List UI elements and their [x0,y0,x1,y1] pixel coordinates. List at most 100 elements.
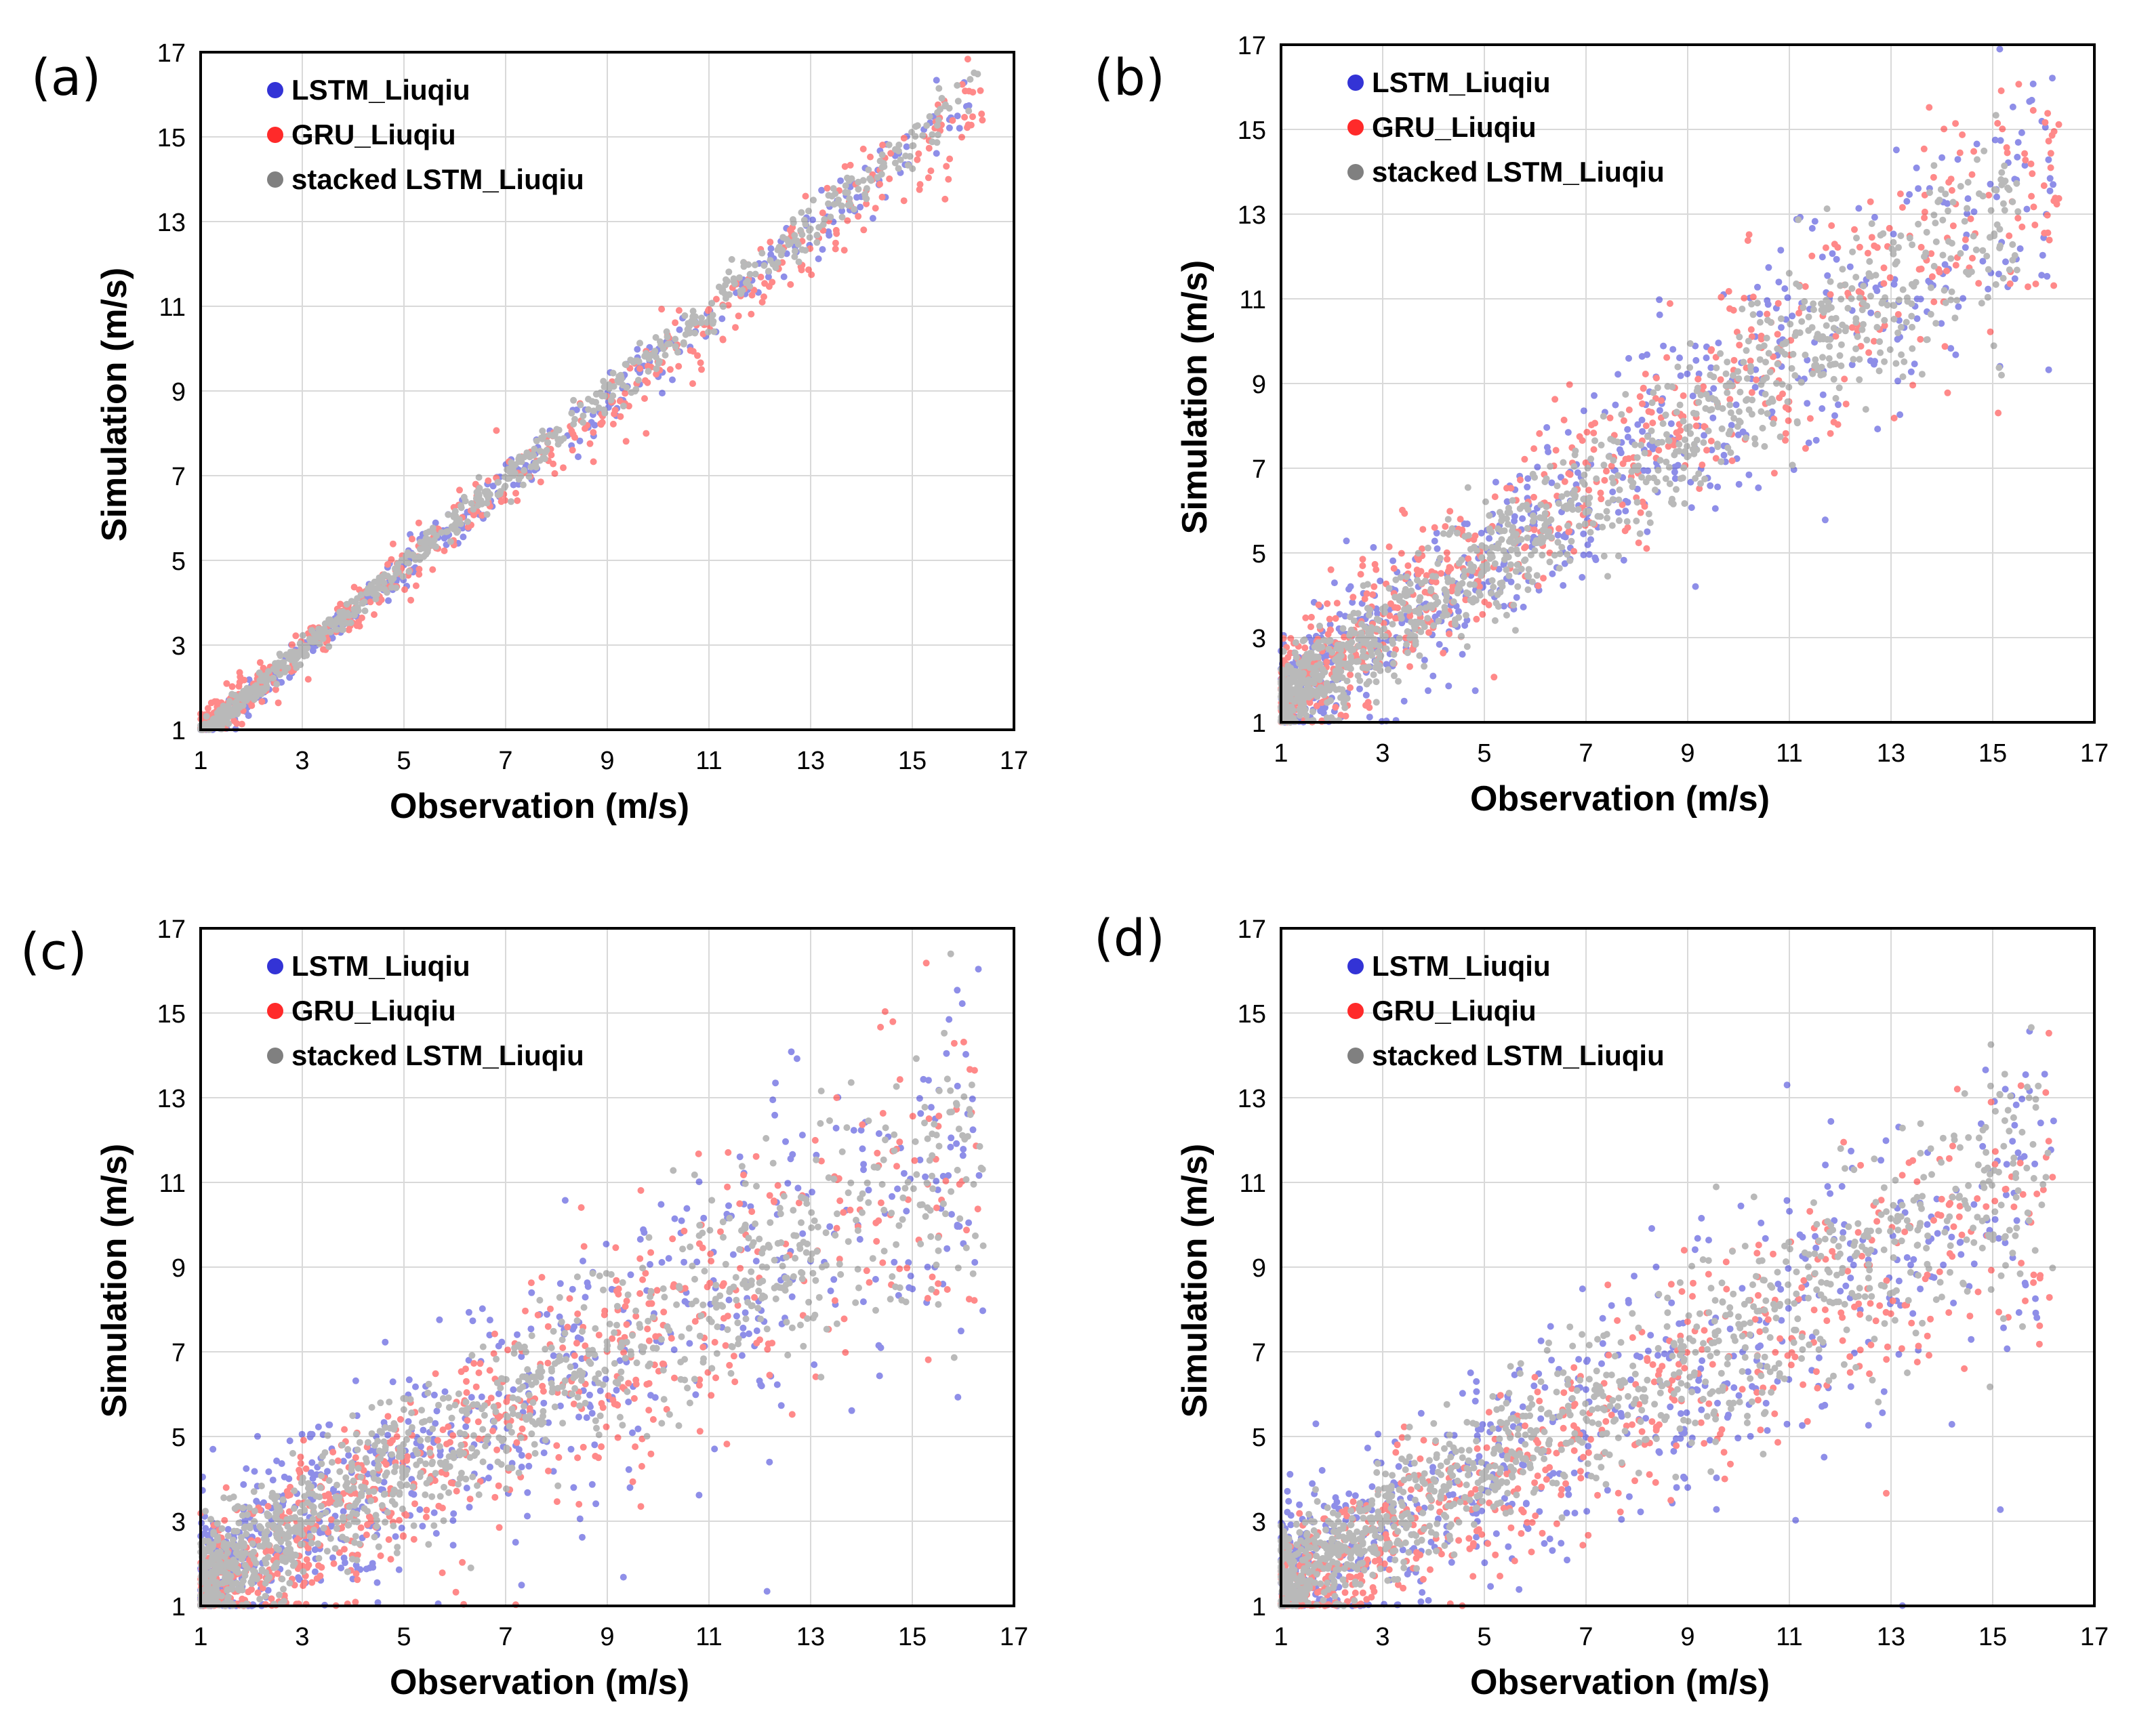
data-point [1657,457,1664,464]
data-point [619,1573,627,1581]
data-point [1564,429,1572,436]
data-point [1347,626,1355,634]
data-point [369,1560,376,1567]
data-point [1364,581,1371,588]
data-point [1785,384,1793,391]
data-point [1842,281,1849,289]
data-point [1781,285,1789,292]
data-point [1886,224,1893,232]
data-point [1913,164,1920,171]
data-point [373,1579,381,1586]
data-point [439,1569,446,1577]
data-point [1642,371,1649,377]
data-point [1589,520,1597,527]
data-point [1417,594,1424,601]
data-point [1580,552,1587,558]
data-point [518,458,525,466]
data-point [736,1153,744,1161]
data-point [1964,205,1971,212]
data-point [798,209,805,216]
data-point [1968,171,1976,178]
data-point [1707,347,1715,354]
legend-label: LSTM_Liuqiu [1372,66,1551,98]
data-point [1458,633,1465,640]
data-point [956,1223,963,1230]
data-point [1347,671,1354,678]
data-point [787,281,794,288]
data-point [1745,406,1753,413]
data-point [373,591,380,598]
data-point [364,1521,371,1528]
data-point [819,246,826,253]
data-point [452,1588,460,1596]
data-point [1447,565,1455,573]
data-point [1396,635,1403,642]
y-tick-label: 7 [1252,455,1266,484]
data-point [1930,262,1938,270]
data-point [1975,280,1983,287]
data-point [1370,543,1377,551]
data-point [2044,211,2051,219]
data-point [1952,120,1959,127]
data-point [559,1344,567,1352]
data-point [1997,176,2005,183]
data-point [1802,283,1809,290]
data-point [430,1391,438,1399]
data-point [401,586,408,594]
data-point [733,1313,740,1320]
data-point [1440,649,1447,657]
data-point [818,186,826,194]
data-point [540,1449,548,1457]
data-point [1434,545,1441,552]
data-point [1726,305,1733,312]
data-point [1724,444,1732,451]
data-point [1552,447,1560,454]
data-point [1366,606,1373,614]
data-point [943,163,950,170]
data-point [1518,565,1525,573]
data-point [1852,274,1860,281]
data-point [859,145,867,152]
data-point [753,1327,760,1334]
data-point [1561,478,1568,485]
data-point [541,455,548,463]
data-point [965,1219,973,1226]
data-point [1401,510,1408,517]
data-point [640,1226,647,1233]
data-point [1327,566,1335,573]
data-point [934,131,941,138]
data-point [1524,534,1531,541]
data-point [1871,242,1878,249]
data-point [481,489,489,495]
data-point [774,259,781,266]
data-point [634,377,642,384]
data-point [329,1554,336,1561]
data-point [1404,562,1412,569]
data-point [1868,234,1875,241]
data-point [975,966,982,973]
data-point [1575,522,1583,530]
data-point [479,1305,486,1313]
data-point [634,357,641,365]
data-point [1590,446,1598,453]
data-point [512,489,519,497]
data-point [1637,509,1644,516]
data-point [601,384,608,390]
data-point [2029,80,2037,87]
data-point [1644,528,1651,535]
data-point [1566,471,1574,478]
data-point [832,226,840,234]
data-point [773,1381,781,1388]
data-point [1688,504,1695,512]
data-point [582,1294,589,1301]
x-tick-label: 5 [397,1623,411,1651]
data-point [1756,310,1764,318]
data-point [609,420,617,428]
data-point [1585,500,1592,508]
data-point [1865,272,1873,280]
data-point [566,1295,573,1302]
data-point [1652,374,1660,381]
data-point [2030,203,2037,211]
data-point [1972,246,1980,253]
y-tick-label: 5 [171,1424,186,1452]
